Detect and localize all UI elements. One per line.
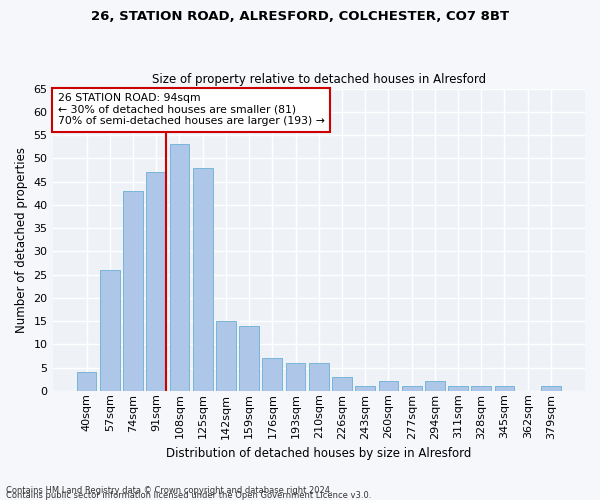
Text: Contains public sector information licensed under the Open Government Licence v3: Contains public sector information licen… [6, 491, 371, 500]
Bar [286, 363, 305, 391]
Bar [100, 270, 119, 391]
Title: Size of property relative to detached houses in Alresford: Size of property relative to detached ho… [152, 73, 486, 86]
Bar [541, 386, 561, 391]
Bar [193, 168, 212, 391]
Y-axis label: Number of detached properties: Number of detached properties [15, 146, 28, 332]
Bar [494, 386, 514, 391]
Bar [309, 363, 329, 391]
Bar [239, 326, 259, 391]
Bar [472, 386, 491, 391]
X-axis label: Distribution of detached houses by size in Alresford: Distribution of detached houses by size … [166, 447, 472, 460]
Bar [262, 358, 282, 391]
Bar [77, 372, 97, 391]
Bar [448, 386, 468, 391]
Text: 26 STATION ROAD: 94sqm
← 30% of detached houses are smaller (81)
70% of semi-det: 26 STATION ROAD: 94sqm ← 30% of detached… [58, 93, 325, 126]
Bar [332, 377, 352, 391]
Text: Contains HM Land Registry data © Crown copyright and database right 2024.: Contains HM Land Registry data © Crown c… [6, 486, 332, 495]
Bar [402, 386, 422, 391]
Bar [170, 144, 190, 391]
Bar [379, 382, 398, 391]
Bar [123, 191, 143, 391]
Bar [146, 172, 166, 391]
Bar [216, 321, 236, 391]
Text: 26, STATION ROAD, ALRESFORD, COLCHESTER, CO7 8BT: 26, STATION ROAD, ALRESFORD, COLCHESTER,… [91, 10, 509, 23]
Bar [425, 382, 445, 391]
Bar [355, 386, 375, 391]
